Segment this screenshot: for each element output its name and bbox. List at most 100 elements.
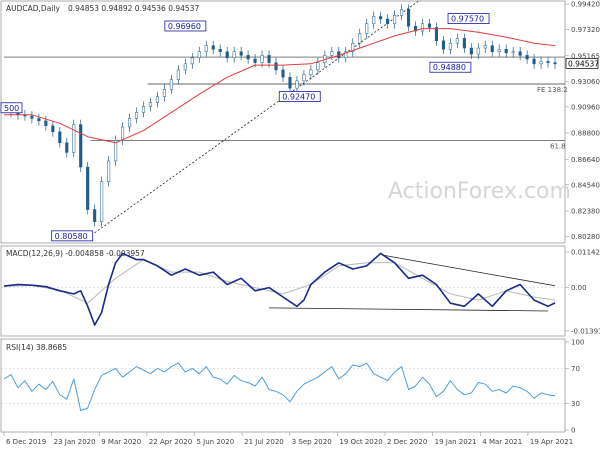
- candle-body: [393, 15, 397, 25]
- candle-body: [162, 89, 166, 97]
- rsi-y-tick-label: 100: [571, 339, 584, 347]
- support-trendline: [94, 0, 421, 234]
- candle-body: [518, 51, 522, 56]
- candle-body: [176, 69, 180, 80]
- reference-line-label: FE 138.2: [537, 86, 568, 94]
- candle-body: [546, 61, 550, 63]
- price-y-tick-label: 0.99420: [571, 1, 600, 9]
- candle-body: [469, 47, 473, 55]
- candle-body: [246, 55, 250, 60]
- price-annotation-box: [0, 102, 23, 114]
- candle-body: [427, 23, 432, 28]
- candle-body: [260, 55, 264, 63]
- candle-body: [134, 112, 139, 119]
- candle-body: [155, 96, 159, 103]
- price-annotation-label: 0.92470: [282, 92, 315, 101]
- candle-body: [365, 23, 369, 34]
- price-annotation-box: [278, 91, 321, 102]
- price-annotation-label: 0.96960: [168, 22, 201, 31]
- candle-body: [79, 124, 83, 168]
- price-y-tick-label: 0.86640: [571, 156, 600, 164]
- candle-body: [295, 80, 299, 89]
- candle-body: [37, 118, 41, 122]
- macd-trendline: [269, 307, 549, 312]
- x-tick-label: 21 Jul 2020: [244, 438, 284, 446]
- candle-body: [121, 126, 125, 141]
- x-tick-label: 19 Jan 2021: [435, 438, 477, 446]
- price-annotation-box: [429, 61, 472, 73]
- candle-body: [462, 38, 466, 49]
- candle-body: [65, 142, 69, 153]
- candle-body: [441, 40, 445, 50]
- candle-body: [204, 45, 208, 52]
- candle-body: [372, 16, 376, 25]
- candle-body: [497, 49, 501, 52]
- candle-body: [128, 118, 132, 128]
- candle-body: [553, 62, 557, 65]
- rsi-panel-frame: [0, 338, 566, 433]
- price-annotation-label: 0.80580: [55, 232, 88, 241]
- candle-body: [253, 58, 257, 63]
- candle-body: [281, 69, 285, 78]
- candle-body: [525, 55, 529, 60]
- candle-body: [51, 125, 55, 133]
- candle-body: [30, 115, 34, 119]
- price-annotation-box: [51, 230, 94, 242]
- candle-body: [379, 16, 383, 20]
- moving-average-line: [4, 28, 556, 144]
- price-annotation-box: [447, 13, 490, 24]
- candle-body: [288, 76, 292, 89]
- rsi-y-tick-label: 0: [571, 427, 575, 435]
- macd-signal-line: [3, 259, 556, 304]
- reference-line-label: 61.8: [550, 142, 566, 150]
- candle-body: [400, 8, 404, 16]
- price-title-values: 0.94853 0.94892 0.94536 0.94537: [68, 4, 199, 13]
- x-tick-label: 6 Dec 2019: [6, 438, 46, 446]
- x-tick-label: 5 Jun 2020: [197, 438, 235, 446]
- candle-body: [330, 51, 334, 56]
- price-annotation-label: 500: [4, 104, 19, 113]
- candle-body: [72, 124, 76, 153]
- price-y-tick-label: 0.95165: [571, 52, 600, 60]
- candle-body: [455, 38, 459, 44]
- price-annotation-box: [164, 20, 207, 32]
- candle-body: [183, 63, 187, 71]
- rsi-title: RSI(14) 38.8685: [6, 343, 67, 352]
- candle-body: [476, 47, 480, 55]
- candle-body: [211, 45, 215, 50]
- candle-body: [169, 79, 173, 90]
- candle-body: [351, 42, 355, 52]
- candle-body: [413, 25, 418, 32]
- candle-body: [539, 61, 543, 65]
- macd-panel-frame: [0, 245, 566, 337]
- x-tick-label: 23 Jan 2020: [54, 438, 96, 446]
- candle-body: [225, 51, 229, 59]
- candle-body: [309, 69, 313, 76]
- candle-body: [386, 18, 390, 25]
- candle-body: [190, 57, 194, 65]
- candle-body: [58, 131, 62, 144]
- price-y-tick-label: 0.97320: [571, 26, 600, 34]
- candle-body: [141, 106, 146, 113]
- candle-body: [107, 160, 111, 182]
- candle-body: [490, 45, 494, 52]
- rsi-y-tick-label: 70: [571, 365, 580, 373]
- candle-body: [504, 49, 508, 54]
- candle-body: [344, 51, 348, 59]
- candle-body: [114, 140, 118, 162]
- price-annotation-label: 0.97570: [451, 15, 484, 24]
- x-tick-label: 22 Apr 2020: [149, 438, 192, 446]
- candle-body: [44, 120, 48, 127]
- price-y-tick-label: 0.90960: [571, 103, 600, 111]
- candle-body: [511, 51, 515, 54]
- watermark: ActionForex.com: [388, 179, 571, 204]
- macd-y-tick-label: 0.00: [571, 284, 587, 292]
- candle-body: [448, 42, 452, 50]
- rsi-panel: 100 70 30 0: [1, 339, 584, 435]
- candle-body: [434, 27, 438, 42]
- x-tick-label: 19 Apr 2021: [530, 438, 573, 446]
- last-price-label: 0.94537: [568, 59, 599, 68]
- candle-body: [316, 62, 320, 71]
- x-tick-label: 4 Mar 2021: [482, 438, 522, 446]
